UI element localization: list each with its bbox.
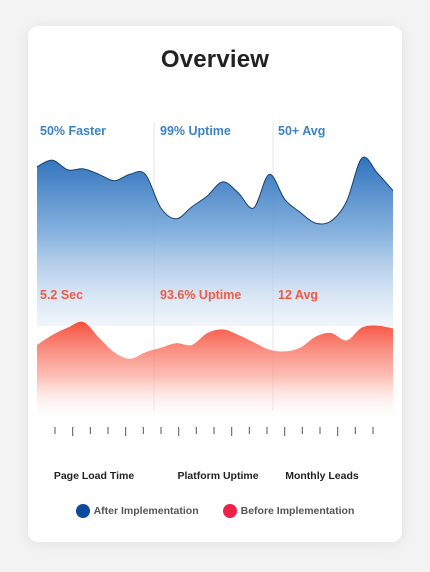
area-chart: 50% Faster 99% Uptime 50+ Avg 5.2 Sec 93… [36,122,394,482]
x-axis-ticks [54,427,374,436]
before-annotation-2: 93.6% Uptime [160,288,241,302]
overview-card: Overview 50% Faster 99% Uptime 50+ Avg [28,26,402,542]
before-annotation-1: 5.2 Sec [40,288,83,302]
legend-item-after[interactable]: After Implementation [75,504,199,518]
category-label-1: Page Load Time [54,470,134,482]
after-annotation-2: 99% Uptime [160,124,231,138]
legend-item-before[interactable]: Before Implementation [222,504,355,518]
after-annotation-1: 50% Faster [40,124,106,138]
after-line [36,156,394,225]
legend-label-after: After Implementation [93,505,199,517]
before-annotation-3: 12 Avg [278,288,318,302]
category-label-3: Monthly Leads [285,470,359,482]
legend-dot-after [75,504,90,518]
before-area [37,321,393,422]
after-area [37,157,393,326]
category-label-2: Platform Uptime [177,470,258,482]
after-annotation-3: 50+ Avg [278,124,325,138]
legend-dot-before [222,504,237,518]
chart-title: Overview [160,46,270,73]
legend-label-before: Before Implementation [240,505,355,517]
chart-legend: After Implementation Before Implementati… [28,504,402,518]
